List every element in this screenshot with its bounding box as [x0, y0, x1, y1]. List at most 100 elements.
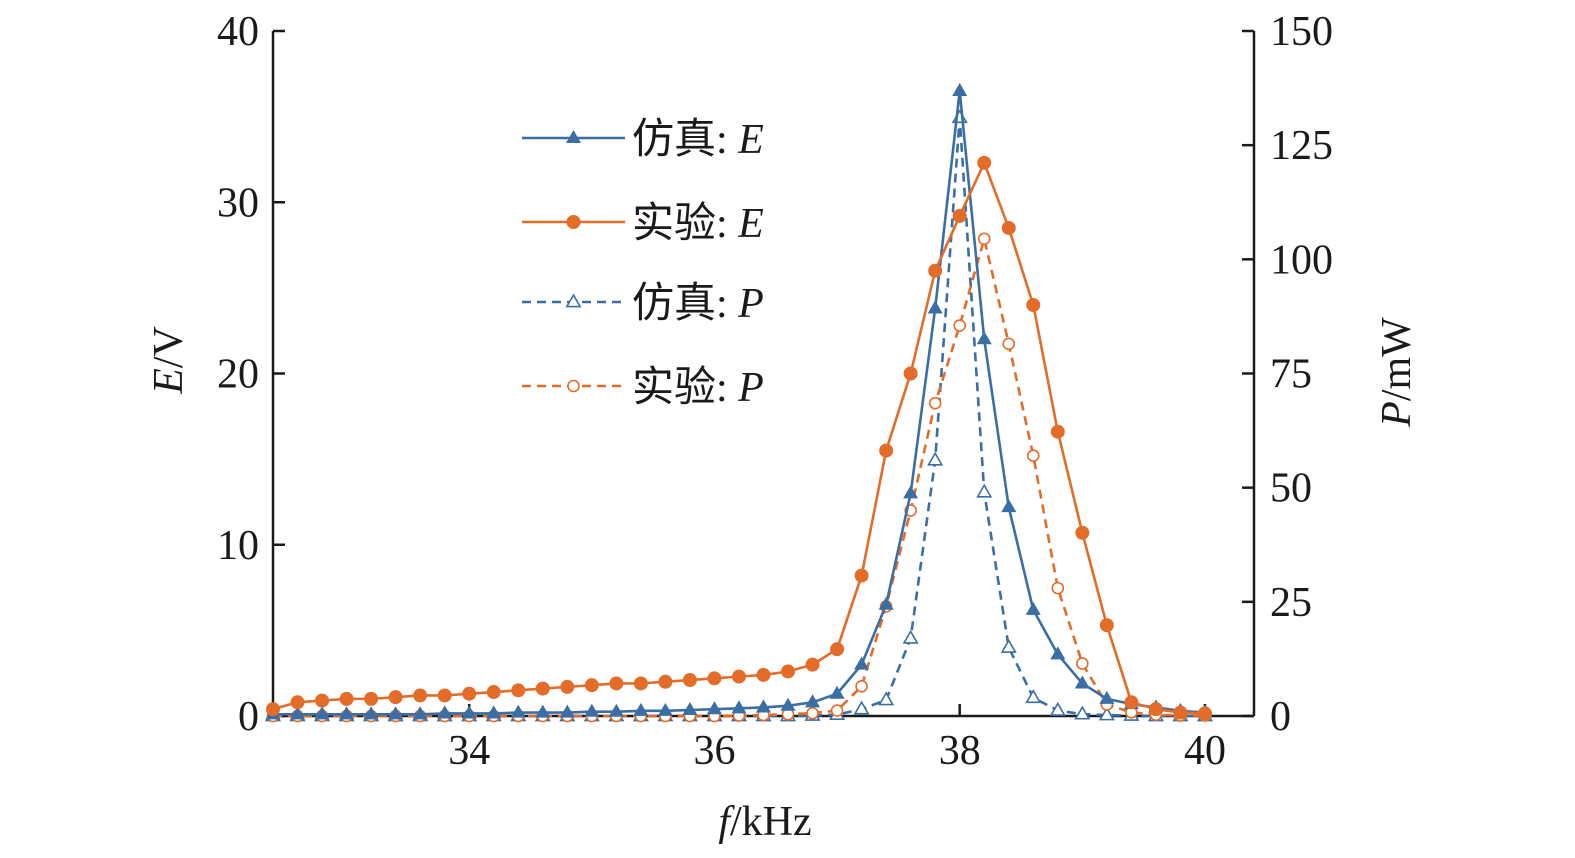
data-point	[977, 155, 992, 170]
data-point	[731, 669, 746, 684]
data-point	[952, 208, 967, 223]
data-point	[510, 704, 526, 718]
data-point	[830, 642, 845, 657]
data-point	[951, 109, 968, 124]
data-point	[854, 656, 870, 670]
data-point	[1124, 695, 1139, 710]
data-point	[535, 704, 551, 718]
y-right-tick-label: 0	[1270, 694, 1291, 740]
data-point	[462, 686, 477, 701]
data-point	[903, 366, 918, 381]
data-point	[1076, 657, 1089, 670]
axis-ticks: 34 36 38 40 0 10 20 30 40 0 25 50 75 100 125 150	[217, 9, 1333, 774]
data-point	[364, 691, 379, 706]
data-point	[1002, 337, 1016, 351]
data-point	[928, 263, 943, 278]
data-point	[1025, 689, 1042, 704]
data-point	[1148, 702, 1163, 717]
y-left-tick-label: 20	[217, 352, 259, 398]
data-point	[1098, 706, 1115, 721]
data-point	[437, 705, 453, 719]
y-right-tick-label: 25	[1270, 580, 1312, 626]
y-left-tick-label: 30	[217, 180, 259, 226]
data-point	[1026, 298, 1041, 312]
data-point	[927, 451, 944, 466]
data-point	[1001, 220, 1016, 235]
data-point	[1074, 675, 1090, 689]
data-point	[805, 694, 821, 708]
data-point	[756, 667, 771, 682]
data-point	[903, 485, 919, 499]
y-left-tick-label: 10	[217, 523, 259, 569]
legend-item: 实验: E	[522, 200, 764, 247]
legend-label: 实验: E	[632, 200, 764, 247]
data-point	[461, 705, 477, 719]
legend-label: 仿真: E	[632, 117, 764, 163]
data-point	[535, 681, 550, 696]
data-point	[879, 443, 894, 458]
x-tick-label: 36	[693, 728, 735, 774]
data-point	[854, 568, 869, 583]
legend-item: 实验: P	[522, 364, 764, 411]
data-point	[952, 82, 968, 96]
legend-marker	[566, 215, 581, 229]
data-point	[657, 702, 673, 716]
data-point	[878, 691, 895, 706]
data-point	[781, 664, 796, 679]
x-tick-label: 40	[1184, 728, 1226, 774]
legend-marker	[565, 293, 582, 308]
data-point	[584, 703, 600, 717]
data-point	[1050, 646, 1066, 660]
y-right-tick-label: 100	[1270, 237, 1333, 283]
data-point	[806, 706, 819, 720]
series-2	[266, 155, 1212, 721]
data-point	[805, 657, 820, 672]
data-point	[584, 678, 599, 693]
data-point	[706, 701, 722, 715]
data-point	[633, 702, 649, 716]
series-layer	[264, 82, 1213, 723]
legend-marker	[567, 379, 580, 393]
data-point	[266, 702, 280, 717]
data-point	[1050, 424, 1065, 439]
data-point	[1051, 581, 1065, 595]
data-point	[829, 685, 845, 699]
data-point	[1025, 601, 1041, 615]
data-point	[755, 699, 772, 713]
data-point	[1099, 690, 1115, 704]
legend-marker	[565, 129, 582, 144]
data-point	[1099, 618, 1114, 633]
data-point	[976, 331, 992, 345]
y-right-tick-label: 75	[1270, 352, 1312, 398]
data-point	[388, 706, 404, 720]
data-point	[830, 704, 844, 717]
y-left-axis-title: E/V	[146, 326, 192, 395]
data-point	[1000, 638, 1017, 653]
data-point	[437, 688, 452, 703]
data-point	[290, 706, 306, 720]
data-point	[1074, 705, 1091, 720]
legend-item: 仿真: P	[522, 281, 764, 327]
data-point	[878, 596, 894, 610]
y-right-axis-title: P/mW	[1374, 317, 1420, 428]
legend-label: 实验: P	[632, 364, 764, 411]
x-tick-label: 38	[939, 728, 981, 774]
data-point	[977, 232, 991, 246]
data-point	[855, 680, 868, 693]
data-point	[682, 673, 697, 688]
legend: 仿真: E 实验: E 仿真: P 实验: P	[522, 117, 764, 411]
data-point	[731, 700, 747, 714]
data-point	[927, 300, 943, 314]
data-point	[290, 695, 305, 710]
legend-item: 仿真: E	[522, 117, 764, 163]
data-point	[363, 706, 379, 720]
data-point	[1173, 705, 1188, 720]
data-point	[413, 688, 428, 703]
data-point	[314, 706, 330, 720]
data-point	[682, 702, 698, 716]
data-point	[1075, 525, 1090, 540]
data-point	[633, 676, 648, 691]
data-point	[1026, 449, 1040, 463]
series-1	[265, 82, 1213, 720]
